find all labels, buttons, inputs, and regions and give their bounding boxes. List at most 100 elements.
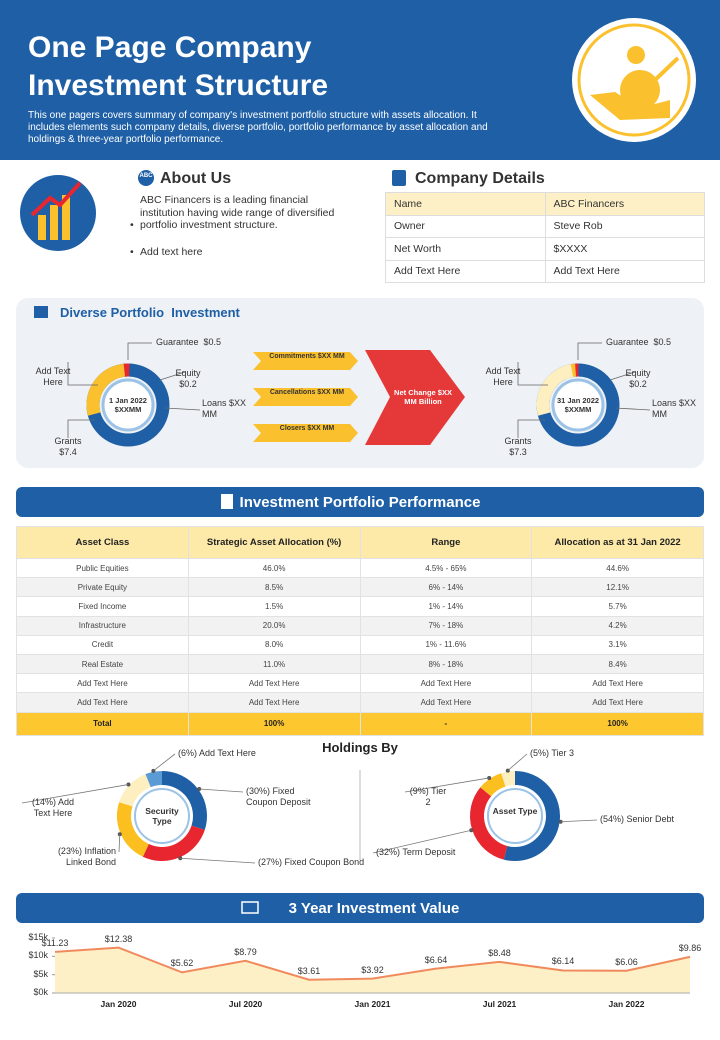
performance-row: Private Equity 8.5% 6% - 14% 12.1% — [16, 577, 704, 598]
company-cell: Steve Rob — [544, 214, 705, 238]
donut-center: Security Type — [145, 806, 179, 827]
performance-cell: Add Text Here — [16, 692, 189, 713]
performance-cell: 4.5% - 65% — [359, 557, 533, 579]
about-bullet: Add text here • — [130, 246, 203, 258]
holding-name: Term Deposit — [402, 847, 456, 857]
performance-cell: 8.0% — [187, 634, 361, 655]
performance-cell: 100% — [187, 711, 361, 736]
holding-label: (30%) Fixed Coupon Deposit — [246, 786, 326, 808]
performance-cell: Real Estate — [16, 653, 189, 675]
flow-arrow — [253, 352, 358, 370]
performance-cell: 8% - 18% — [359, 653, 533, 675]
company-cell: Net Worth — [385, 237, 546, 261]
arrow — [653, 56, 680, 82]
donut-segment — [480, 773, 506, 797]
performance-cell: Allocation as at 31 Jan 2022 — [531, 526, 704, 559]
leader-line — [404, 777, 490, 793]
leader-line — [118, 834, 121, 853]
logo-bar — [62, 195, 70, 240]
holding-name: Add Text Here — [33, 797, 75, 818]
portfolio-title: Diverse Portfolio Investment — [60, 305, 240, 320]
performance-cell: 6% - 14% — [359, 577, 533, 598]
leader-line — [199, 788, 244, 793]
connectors — [67, 342, 651, 438]
donut-segment — [536, 363, 620, 447]
donut-label: Grants $7.3 — [504, 436, 535, 457]
performance-cell: Total — [16, 711, 189, 736]
about-bullet: ABC Financers is a leading financial ins… — [130, 194, 335, 232]
logo-bar — [38, 215, 46, 240]
coin — [627, 46, 645, 64]
performance-row: Infrastructure 20.0% 7% - 18% 4.2% — [16, 615, 704, 636]
performance-row: Total 100% -100% — [16, 711, 704, 736]
holding-value: (54%) — [600, 814, 625, 824]
performance-cell: 12.1% — [531, 577, 704, 598]
holding-value: (27%) — [258, 857, 283, 867]
performance-cell: 11.0% — [187, 653, 361, 675]
header-icon-ring — [577, 23, 691, 137]
performance-row: Public Equities 46.0% 4.5% - 65% 44.6% — [16, 557, 704, 579]
donut-segment — [86, 363, 170, 447]
performance-cell: 100% — [531, 711, 704, 736]
portfolio-icon — [34, 306, 48, 318]
donut-label: Guarantee $0.5 — [606, 337, 672, 347]
x-tick-label: Jan 2022 — [608, 999, 645, 1009]
value-label: $11.23 — [41, 937, 69, 948]
hand — [590, 92, 670, 120]
about-title: About Us — [160, 170, 232, 187]
holding-name: Add Text Here — [199, 748, 256, 758]
donut-label: Loans $XX MM — [202, 398, 247, 419]
about-icon — [138, 170, 154, 186]
x-tick-label: Jan 2020 — [100, 999, 137, 1009]
performance-cell: 8.4% — [531, 653, 704, 675]
performance-cell: Add Text Here — [16, 673, 189, 694]
donut-left — [86, 363, 170, 447]
holding-value: (23%) — [57, 846, 82, 856]
holding-value: (5%) — [530, 748, 550, 758]
holding-name: Fixed Coupon Deposit — [246, 786, 311, 807]
company-row: Net Worth $XXXX — [385, 237, 705, 261]
performance-banner — [16, 487, 704, 517]
flow-label: Commitments $XX MM — [269, 353, 345, 360]
holding-label: (54%) Senior Debt — [600, 814, 700, 825]
donut-segment — [145, 771, 163, 788]
performance-row: Real Estate 11.0% 8% - 18% 8.4% — [16, 653, 704, 675]
holding-name: Senior Debt — [626, 814, 675, 824]
donut-segment — [142, 825, 205, 861]
donut-label: Guarantee $0.5 — [156, 337, 222, 347]
logo-arrow — [30, 181, 82, 217]
performance-title: Investment Portfolio Performance — [239, 494, 481, 511]
performance-row: Add Text Here Add Text Here Add Text Here A… — [16, 692, 704, 713]
company-cell: Add Text Here — [544, 259, 705, 283]
holding-value: (30%) — [246, 786, 271, 796]
leader-line — [507, 753, 528, 771]
flow-arrow — [253, 424, 358, 442]
performance-cell: 7% - 18% — [359, 615, 533, 636]
performance-row: Add Text Here Add Text Here Add Text Here A… — [16, 673, 704, 694]
donut-label: Equity $0.2 — [175, 368, 204, 389]
holding-label: (23%) Inflation Linked Bond — [38, 846, 116, 868]
x-tick-label: Jul 2020 — [228, 999, 263, 1009]
value-icon — [241, 901, 259, 914]
y-tick-label: $5k — [33, 968, 48, 979]
bullet-dot: • — [130, 246, 134, 258]
holding-name: Tier 2 — [425, 786, 447, 807]
flow-label: Closers $XX MM — [279, 425, 335, 432]
donut-segment — [117, 802, 150, 857]
value-label: $8.48 — [488, 947, 511, 958]
company-row: Owner Steve Rob — [385, 214, 705, 238]
value-label: $6.14 — [551, 956, 575, 967]
company-title: Company Details — [415, 170, 545, 187]
logo-bar — [50, 205, 58, 240]
holding-name: Inflation Linked Bond — [65, 846, 116, 867]
net-arrow — [365, 350, 465, 445]
value-label: $5.62 — [170, 958, 194, 969]
holding-value: (14%) — [31, 797, 56, 807]
performance-cell: Strategic Asset Allocation (%) — [187, 526, 361, 559]
performance-cell: Add Text Here — [187, 692, 361, 713]
holding-name: Fixed Coupon Bond — [284, 857, 365, 867]
performance-cell: 1.5% — [187, 596, 361, 617]
performance-cell: Add Text Here — [359, 692, 533, 713]
net-change: Net Change $XX MM Billion — [394, 388, 452, 406]
